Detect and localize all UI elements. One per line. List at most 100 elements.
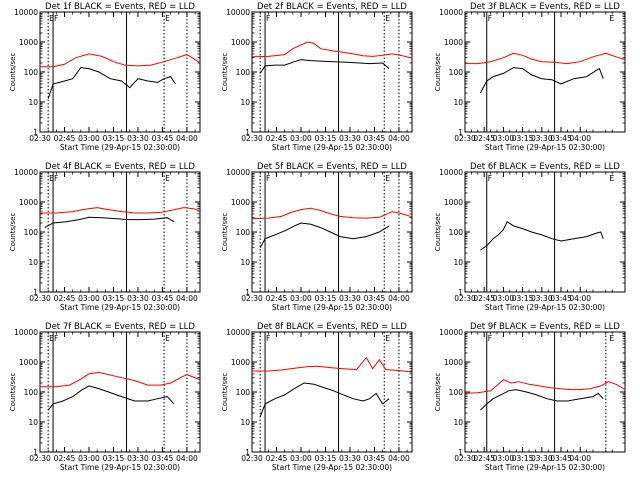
y-tick-label: 1 [458, 448, 463, 457]
y-tick-label: 1000 [19, 198, 38, 207]
x-tick-label: 03:15 [512, 454, 534, 463]
y-tick-label: 100 [449, 388, 464, 397]
x-axis-label: Start Time (29-Apr-15 02:30:00) [272, 143, 392, 152]
y-tick-label: 1 [458, 128, 463, 137]
events-series-line [259, 59, 390, 74]
x-tick-label: 03:30 [531, 294, 553, 303]
x-axis-label: Start Time (29-Apr-15 02:30:00) [60, 303, 180, 312]
y-axis-label: Counts/sec [9, 213, 17, 252]
x-tick-label: 02:45 [266, 294, 288, 303]
y-tick-label: 10 [28, 418, 38, 427]
lld-series-line [465, 52, 626, 65]
y-tick-label: 100 [449, 228, 464, 237]
x-tick-label: 02:45 [266, 454, 288, 463]
y-tick-label: 10000 [14, 8, 38, 17]
events-series-line [480, 220, 604, 251]
marker-letter: F [266, 14, 270, 23]
panel-title: Det 7f BLACK = Events, RED = LLD [45, 322, 195, 332]
lld-series-line [252, 356, 413, 373]
x-tick-label: 03:30 [339, 454, 361, 463]
x-tick-label: 04:00 [388, 294, 410, 303]
x-tick-label: 03:15 [512, 294, 534, 303]
x-tick-label: 03:45 [550, 454, 572, 463]
x-tick-label: 02:30 [454, 294, 476, 303]
y-tick-label: 1000 [231, 38, 250, 47]
plot-frame [39, 11, 201, 133]
y-tick-label: 100 [236, 228, 251, 237]
y-tick-label: 10 [240, 258, 250, 267]
x-axis-label: Start Time (29-Apr-15 02:30:00) [485, 143, 605, 152]
lld-series-line [40, 371, 201, 388]
x-tick-label: 03:30 [127, 134, 149, 143]
x-tick-label: 02:30 [29, 294, 51, 303]
detector-panel-6: Det 6f BLACK = Events, RED = LLD 1 10 100 10… [434, 162, 626, 312]
detector-panel-4: Det 4f BLACK = Events, RED = LLD 1 10 100 10… [9, 162, 201, 312]
marker-letter: F [266, 174, 270, 183]
x-tick-label: 03:00 [493, 134, 515, 143]
x-tick-label: 03:30 [531, 134, 553, 143]
x-tick-label: 03:15 [315, 294, 337, 303]
plot-frame [251, 171, 413, 293]
marker-letter: E [385, 174, 390, 183]
events-series-line [479, 67, 604, 94]
y-axis-label: Counts/sec [434, 53, 442, 92]
marker-letter: E [385, 14, 390, 23]
x-axis-label: Start Time (29-Apr-15 02:30:00) [485, 463, 605, 472]
marker-letter: E [609, 174, 614, 183]
y-tick-label: 1000 [231, 358, 250, 367]
panel-title: Det 2f BLACK = Events, RED = LLD [257, 2, 407, 12]
x-tick-label: 04:00 [176, 454, 198, 463]
x-tick-label: 03:15 [315, 134, 337, 143]
events-series-line [480, 389, 604, 411]
x-axis-label: Start Time (29-Apr-15 02:30:00) [485, 303, 605, 312]
lld-series-line [251, 207, 413, 220]
y-tick-label: 100 [24, 68, 39, 77]
x-tick-label: 03:15 [103, 134, 125, 143]
y-tick-label: 1 [245, 448, 250, 457]
y-tick-label: 1 [33, 288, 38, 297]
events-series-line [44, 216, 175, 229]
y-axis-label: Counts/sec [221, 213, 229, 252]
x-tick-label: 02:30 [241, 294, 263, 303]
y-tick-label: 100 [236, 388, 251, 397]
x-tick-label: 04:00 [569, 454, 591, 463]
marker-letter: E [49, 174, 54, 183]
x-tick-label: 03:00 [290, 454, 312, 463]
x-tick-label: 04:00 [176, 294, 198, 303]
x-tick-label: 03:15 [512, 134, 534, 143]
marker-letter: F [488, 334, 492, 343]
x-tick-label: 03:45 [550, 134, 572, 143]
lld-series-line [40, 53, 201, 68]
x-tick-label: 04:00 [388, 134, 410, 143]
x-tick-label: 02:30 [241, 454, 263, 463]
y-tick-label: 10000 [226, 328, 250, 337]
detector-panel-8: Det 8f BLACK = Events, RED = LLD 1 10 100 10… [221, 322, 413, 472]
panel-title: Det 9f BLACK = Events, RED = LLD [470, 322, 620, 332]
marker-letter: F [488, 174, 492, 183]
y-tick-label: 10000 [439, 8, 463, 17]
panel-title: Det 6f BLACK = Events, RED = LLD [470, 162, 620, 172]
marker-letter: E [49, 334, 54, 343]
detector-panel-7: Det 7f BLACK = Events, RED = LLD 1 10 100 10… [9, 322, 201, 472]
y-tick-label: 10000 [439, 168, 463, 177]
x-tick-label: 03:00 [493, 294, 515, 303]
x-tick-label: 03:00 [493, 454, 515, 463]
detector-panel-9: Det 9f BLACK = Events, RED = LLD 1 10 100 10… [434, 322, 626, 472]
x-tick-label: 04:00 [176, 134, 198, 143]
x-tick-label: 03:30 [127, 454, 149, 463]
x-tick-label: 02:45 [54, 454, 76, 463]
x-tick-label: 03:00 [290, 134, 312, 143]
events-series-line [259, 382, 390, 417]
x-tick-label: 02:45 [473, 134, 495, 143]
x-tick-label: 03:45 [152, 294, 174, 303]
x-axis-label: Start Time (29-Apr-15 02:30:00) [60, 143, 180, 152]
y-tick-label: 10 [453, 98, 463, 107]
y-tick-label: 1 [33, 128, 38, 137]
y-tick-label: 10 [240, 98, 250, 107]
x-tick-label: 03:15 [315, 454, 337, 463]
y-tick-label: 1 [33, 448, 38, 457]
y-axis-label: Counts/sec [9, 53, 17, 92]
x-tick-label: 03:30 [339, 294, 361, 303]
x-tick-label: 02:30 [241, 134, 263, 143]
